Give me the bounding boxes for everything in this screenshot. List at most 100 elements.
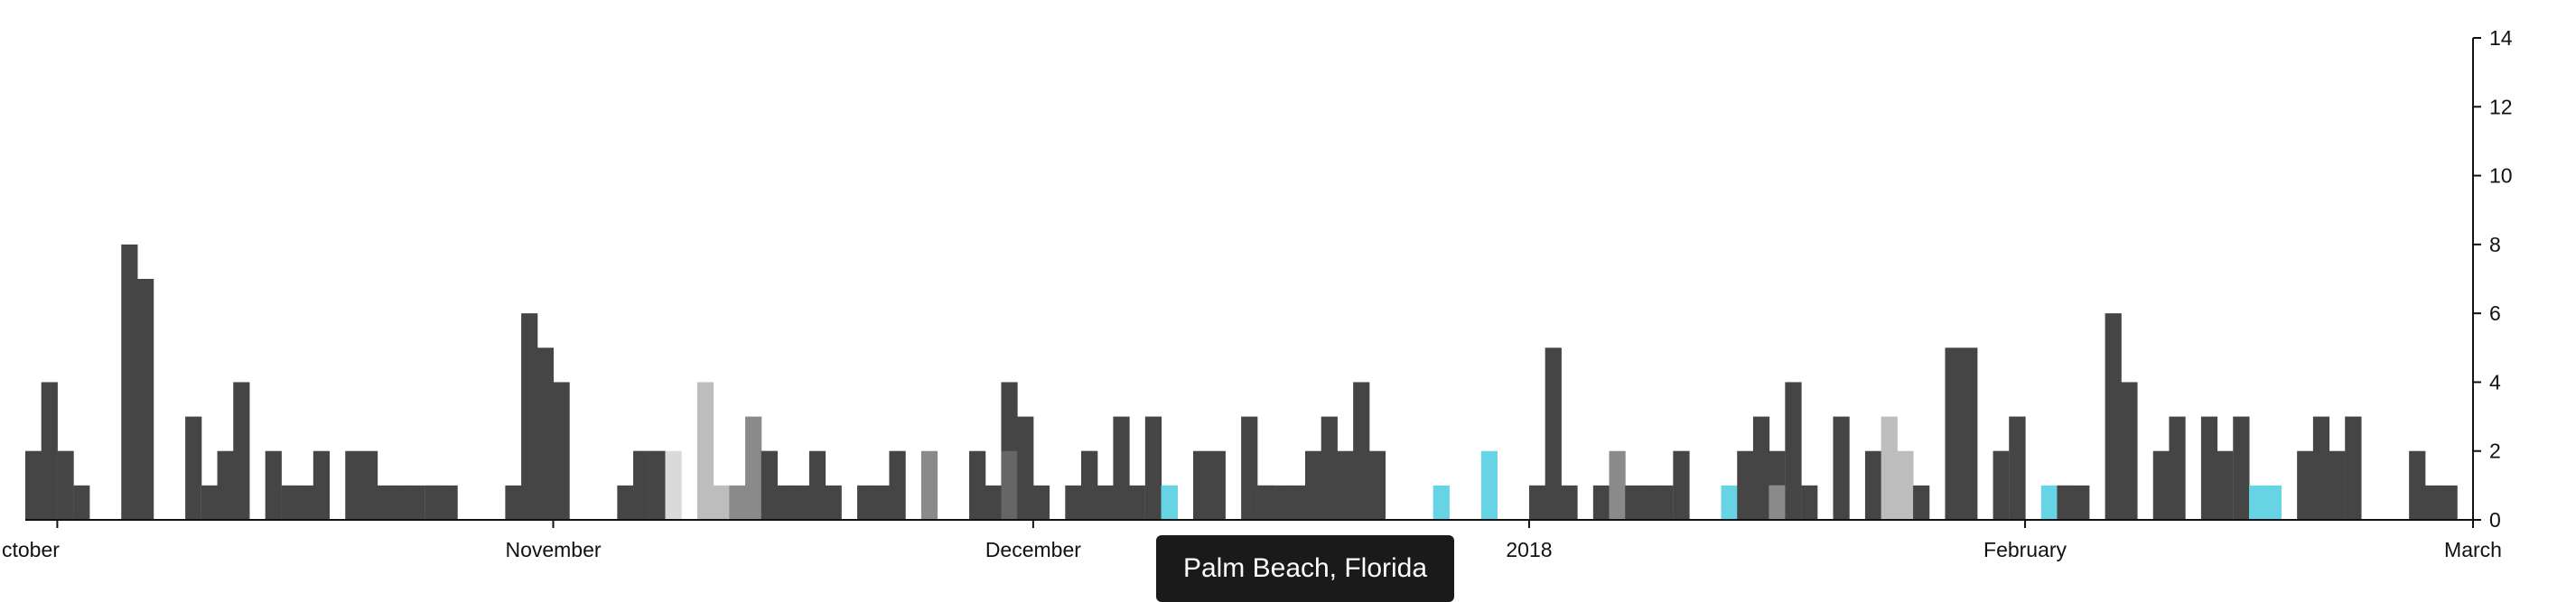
bar-2017-12-07[interactable] — [1129, 485, 1146, 520]
bar-2017-10-20[interactable] — [360, 450, 378, 520]
bar-2017-12-14[interactable] — [1241, 416, 1258, 520]
bar-2017-11-28[interactable] — [985, 485, 1002, 520]
bar-2018-01-09[interactable] — [1657, 485, 1674, 520]
bar-2018-01-20[interactable] — [1833, 416, 1850, 520]
bar-2017-10-12[interactable] — [233, 382, 250, 520]
bar-2018-01-06[interactable] — [1609, 450, 1626, 520]
bar-2017-11-30[interactable] — [1017, 416, 1034, 520]
bar-2017-10-15[interactable] — [281, 485, 298, 520]
bar-2017-09-30[interactable] — [41, 382, 58, 520]
bar-2018-02-03[interactable] — [2057, 485, 2074, 520]
bar-2018-02-14[interactable] — [2233, 416, 2250, 520]
bar-2018-02-19[interactable] — [2312, 416, 2330, 520]
bar-2017-12-01[interactable] — [1032, 485, 1050, 520]
bar-2017-11-18[interactable] — [825, 485, 842, 520]
bar-2018-01-16[interactable] — [1769, 450, 1786, 520]
bar-2017-12-11[interactable] — [1193, 450, 1210, 520]
bar-2018-02-26[interactable] — [2424, 485, 2442, 520]
bar-2017-10-30[interactable] — [521, 313, 538, 520]
bar-2018-01-15[interactable] — [1752, 416, 1770, 520]
bar-2018-01-24[interactable] — [1897, 450, 1914, 520]
bar-2018-01-22[interactable] — [1864, 450, 1882, 520]
bar-2017-10-01[interactable] — [57, 450, 74, 520]
bar-2017-09-29[interactable] — [25, 450, 42, 520]
bar-2017-11-07[interactable] — [649, 450, 666, 520]
bar-2017-12-15[interactable] — [1256, 485, 1274, 520]
bar-2017-11-16[interactable] — [793, 485, 810, 520]
bar-2017-11-06[interactable] — [633, 450, 650, 520]
bar-2017-12-12[interactable] — [1209, 450, 1226, 520]
bar-2017-11-11[interactable] — [713, 485, 730, 520]
bar-2018-02-15[interactable] — [2249, 485, 2266, 520]
bar-2017-12-18[interactable] — [1304, 450, 1322, 520]
bar-2017-11-29[interactable] — [1001, 382, 1018, 520]
bar-2018-01-28[interactable] — [1961, 347, 1978, 520]
bar-2018-02-25[interactable] — [2409, 450, 2426, 520]
bar-2017-11-24[interactable] — [920, 450, 938, 520]
bar-2017-10-24[interactable] — [425, 485, 443, 520]
bar-2018-02-09[interactable] — [2152, 450, 2170, 520]
bar-2017-11-17[interactable] — [808, 450, 826, 520]
bar-2017-11-10[interactable] — [696, 382, 714, 520]
bar-2017-12-20[interactable] — [1337, 450, 1354, 520]
bar-2018-01-01[interactable] — [1528, 485, 1546, 520]
bar-2018-02-20[interactable] — [2329, 450, 2346, 520]
bar-2017-12-03[interactable] — [1065, 485, 1082, 520]
bar-2018-01-27[interactable] — [1945, 347, 1962, 520]
bar-2018-02-10[interactable] — [2169, 416, 2186, 520]
bar-2018-02-04[interactable] — [2073, 485, 2090, 520]
bar-2018-01-18[interactable] — [1801, 485, 1818, 520]
bar-2018-01-13[interactable] — [1721, 485, 1738, 520]
bar-2018-01-02[interactable] — [1545, 347, 1562, 520]
bar-2018-02-02[interactable] — [2040, 485, 2058, 520]
bar-2017-10-19[interactable] — [345, 450, 362, 520]
bar-2017-12-16[interactable] — [1273, 485, 1290, 520]
bar-2018-01-08[interactable] — [1640, 485, 1658, 520]
bar-2017-11-08[interactable] — [665, 450, 682, 520]
bar-2018-01-23[interactable] — [1881, 416, 1898, 520]
bar-2018-01-07[interactable] — [1625, 485, 1642, 520]
bar-2017-10-25[interactable] — [441, 485, 458, 520]
bar-2017-10-29[interactable] — [505, 485, 522, 520]
bar-2017-11-22[interactable] — [889, 450, 906, 520]
bar-2017-10-21[interactable] — [377, 485, 394, 520]
bar-2018-01-03[interactable] — [1561, 485, 1578, 520]
bar-2017-11-05[interactable] — [617, 485, 634, 520]
bar-2017-10-06[interactable] — [136, 279, 154, 520]
bar-2017-10-09[interactable] — [185, 416, 202, 520]
bar-2018-01-25[interactable] — [1913, 485, 1930, 520]
bar-2018-02-16[interactable] — [2264, 485, 2282, 520]
bar-2017-12-22[interactable] — [1368, 450, 1386, 520]
bar-2018-02-18[interactable] — [2297, 450, 2314, 520]
bar-2018-01-17[interactable] — [1785, 382, 1802, 520]
bar-2017-10-23[interactable] — [409, 485, 426, 520]
bar-2017-12-21[interactable] — [1353, 382, 1370, 520]
bar-2017-10-02[interactable] — [73, 485, 90, 520]
bar-2017-11-15[interactable] — [777, 485, 794, 520]
bar-2018-02-12[interactable] — [2200, 416, 2218, 520]
bar-2017-11-27[interactable] — [969, 450, 986, 520]
bar-2017-11-13[interactable] — [745, 416, 762, 520]
bar-2017-10-31[interactable] — [537, 347, 554, 520]
bar-2017-10-22[interactable] — [393, 485, 410, 520]
bar-2017-12-19[interactable] — [1321, 416, 1338, 520]
bar-2018-02-07[interactable] — [2121, 382, 2138, 520]
bar-2017-12-08[interactable] — [1144, 416, 1162, 520]
bar-2017-10-14[interactable] — [265, 450, 282, 520]
bar-2017-12-06[interactable] — [1113, 416, 1130, 520]
bar-2017-12-04[interactable] — [1081, 450, 1098, 520]
bar-2017-11-01[interactable] — [553, 382, 570, 520]
bar-2017-12-26[interactable] — [1433, 485, 1450, 520]
bar-2017-12-05[interactable] — [1097, 485, 1114, 520]
bar-2017-12-09[interactable] — [1161, 485, 1178, 520]
bar-2017-11-20[interactable] — [857, 485, 874, 520]
bar-2017-10-16[interactable] — [297, 485, 314, 520]
bar-2017-11-21[interactable] — [873, 485, 890, 520]
bar-2017-10-11[interactable] — [217, 450, 234, 520]
bar-2018-02-13[interactable] — [2217, 450, 2234, 520]
bar-2017-11-12[interactable] — [729, 485, 746, 520]
bar-2017-11-14[interactable] — [761, 450, 778, 520]
bar-2018-01-14[interactable] — [1737, 450, 1754, 520]
bar-2017-10-17[interactable] — [313, 450, 331, 520]
bar-2018-01-05[interactable] — [1592, 485, 1610, 520]
